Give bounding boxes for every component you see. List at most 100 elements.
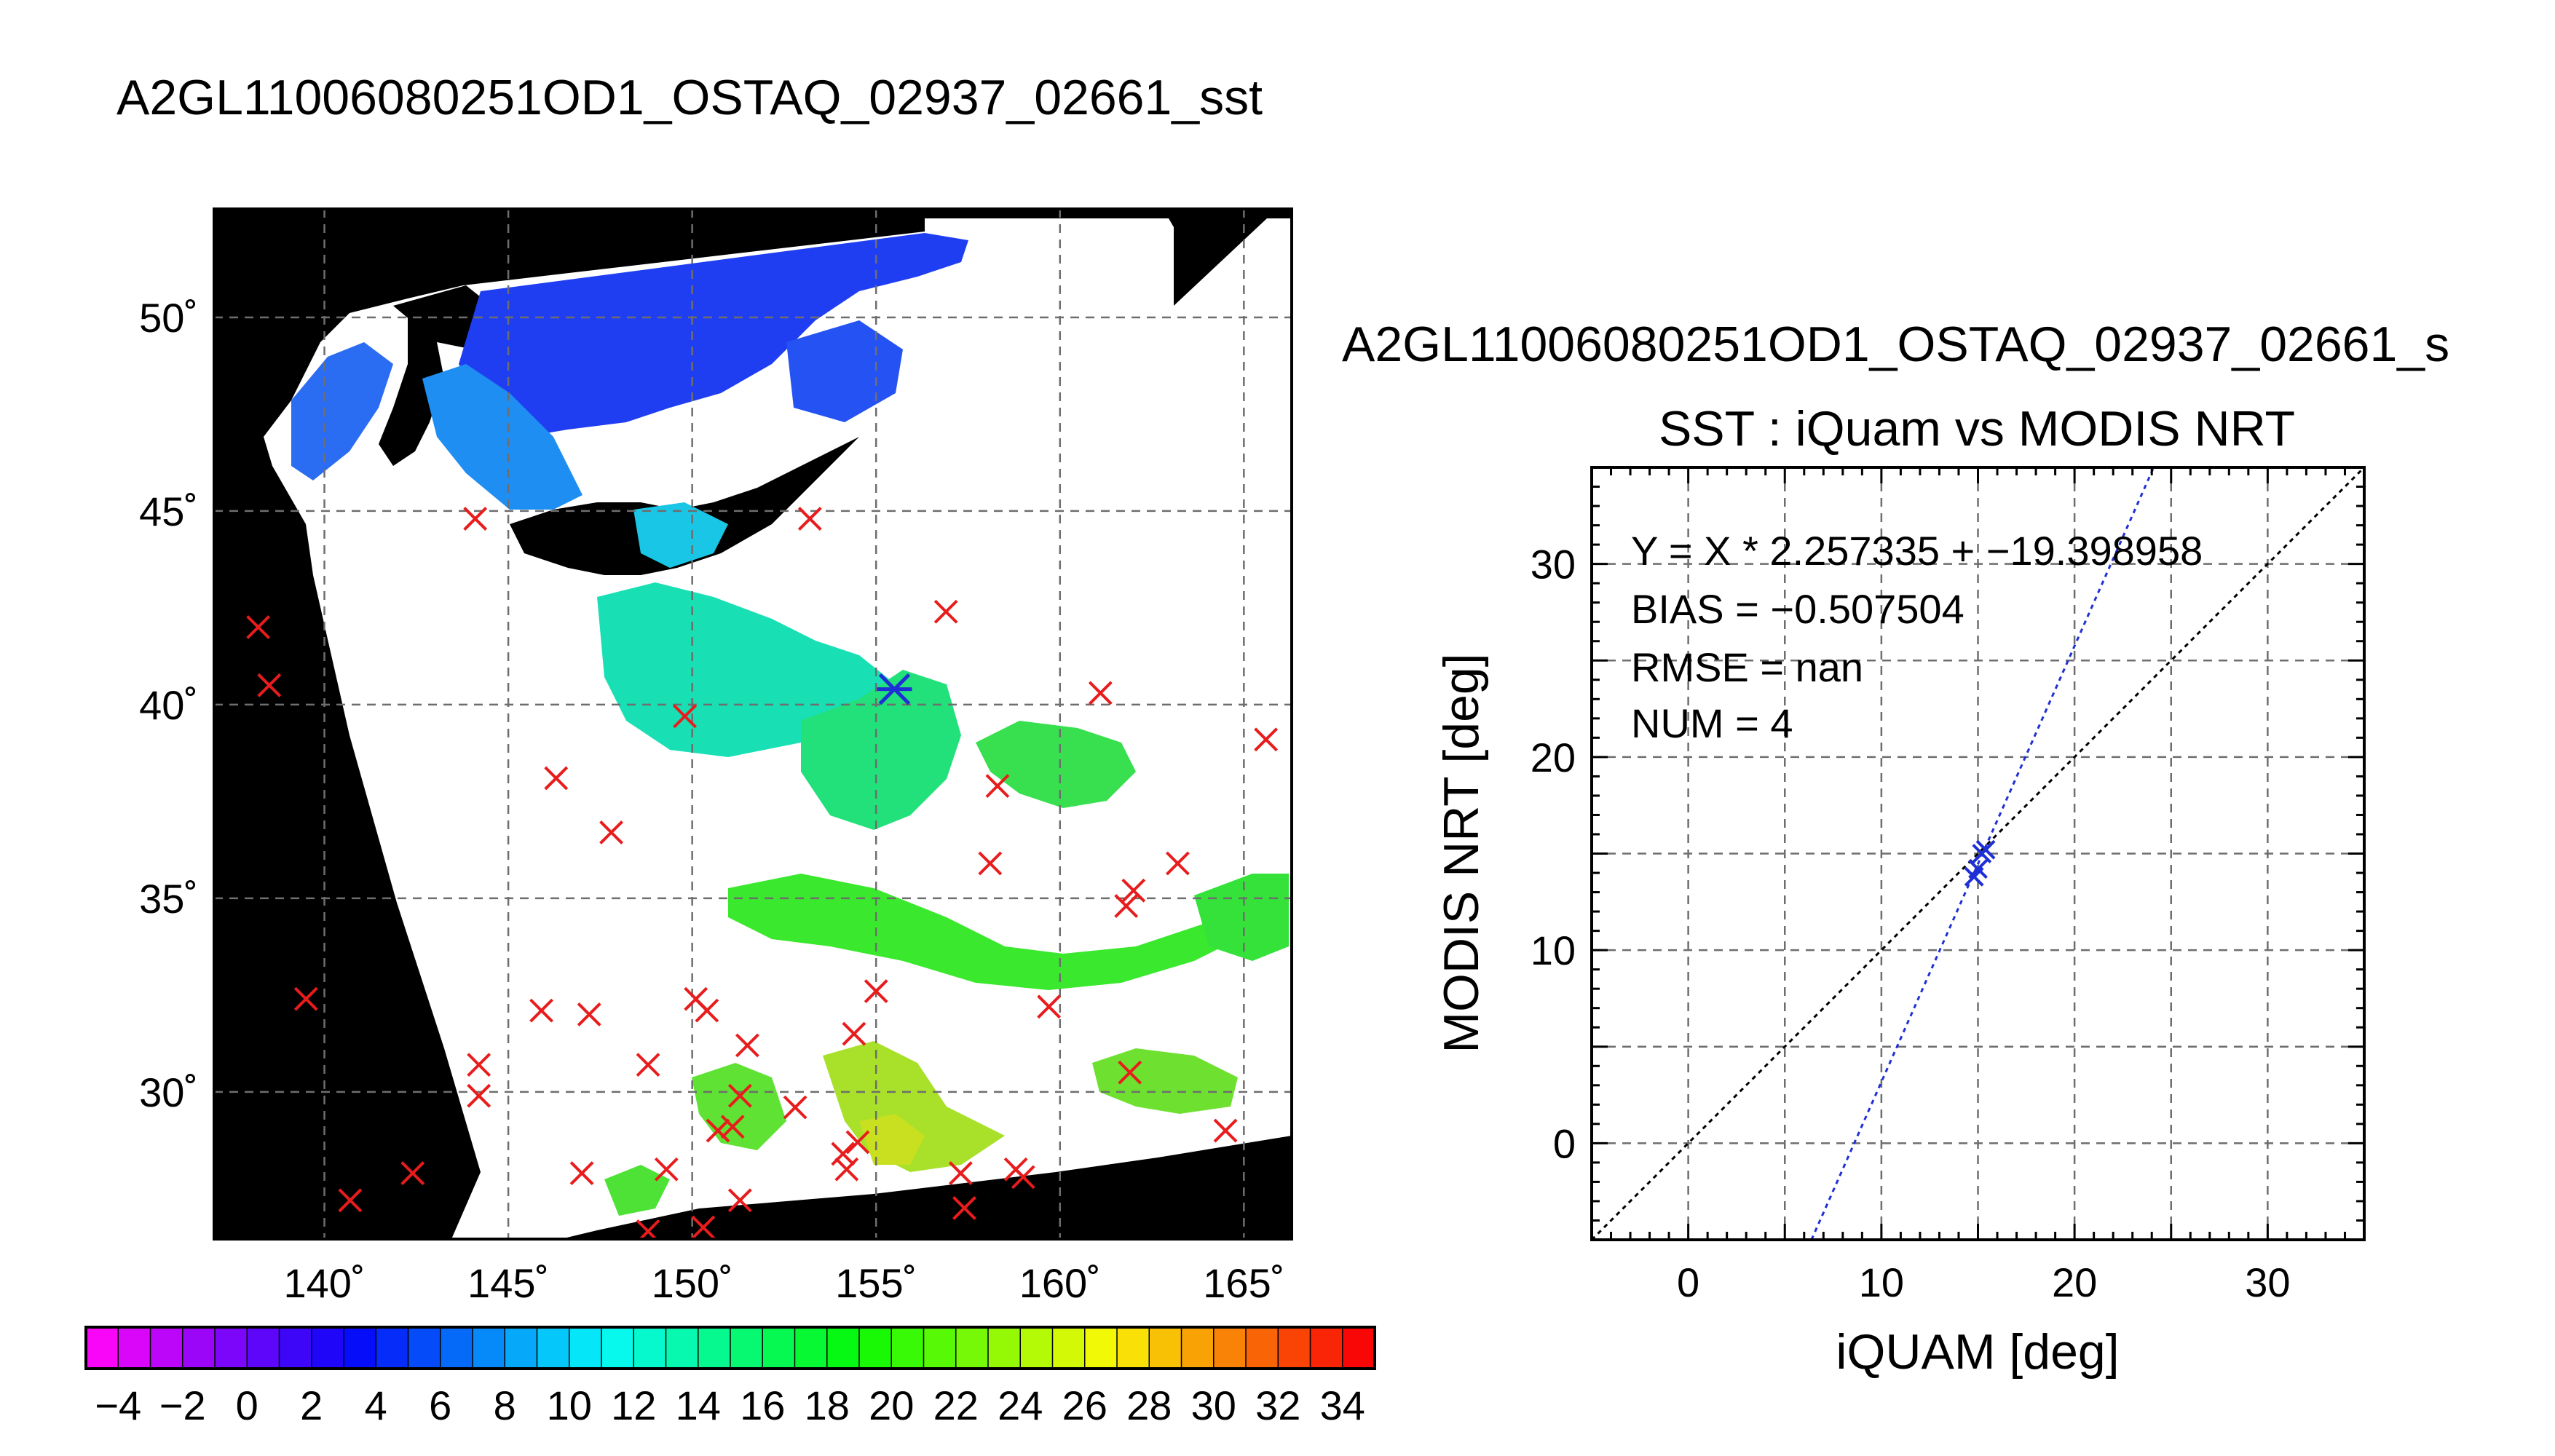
map-x-tick-label: 140˚ <box>283 1260 365 1306</box>
colorbar-swatch <box>1277 1326 1311 1369</box>
colorbar-swatch <box>698 1326 732 1369</box>
buoy-marker <box>463 507 488 531</box>
colorbar-swatch <box>1213 1326 1247 1369</box>
colorbar-swatch <box>730 1326 764 1369</box>
buoy-marker <box>400 1161 425 1185</box>
buoy-marker <box>727 1083 752 1108</box>
colorbar-tick-label: 22 <box>933 1382 979 1428</box>
colorbar-tick-label: 4 <box>365 1382 387 1428</box>
colorbar-tick-label: 18 <box>805 1382 850 1428</box>
buoy-marker <box>985 774 1010 799</box>
colorbar-swatch <box>826 1326 861 1369</box>
colorbar-swatch <box>311 1326 345 1369</box>
buoy-marker <box>569 1161 594 1185</box>
buoy-marker <box>952 1196 976 1220</box>
scatter-x-tick-label: 0 <box>1677 1259 1699 1305</box>
colorbar-swatch <box>472 1326 506 1369</box>
map-y-tick-label: 40˚ <box>139 682 198 728</box>
buoy-marker <box>691 1215 716 1239</box>
buoy-marker <box>636 1053 660 1077</box>
colorbar-swatch <box>569 1326 603 1369</box>
colorbar-frame <box>84 1326 1376 1370</box>
map-y-tick-label: 35˚ <box>139 876 198 922</box>
match-marker <box>877 673 912 705</box>
scatter-y-tick-labels: 0 10 20 30 <box>1531 542 1576 1167</box>
map-y-tick-label: 50˚ <box>139 295 198 341</box>
map-frame <box>213 207 1293 1241</box>
scatter-point <box>1968 859 1988 879</box>
buoy-marker <box>783 1095 807 1120</box>
colorbar-swatch <box>1084 1326 1118 1369</box>
buoy-marker <box>673 704 697 729</box>
scatter-x-tick-label: 10 <box>1859 1259 1904 1305</box>
colorbar-swatch <box>1116 1326 1150 1369</box>
buoy-marker <box>1118 1060 1142 1085</box>
colorbar-swatch <box>1245 1326 1279 1369</box>
colorbar-tick-label: 34 <box>1320 1382 1365 1428</box>
scatter-plot-area <box>1592 467 2364 1240</box>
buoy-marker <box>845 1130 870 1155</box>
buoy-marker <box>1121 878 1146 903</box>
annotation-bias: BIAS = −0.507504 <box>1631 586 1964 632</box>
map-x-tick-labels: 140˚ 145˚ 150˚ 155˚ 160˚ 165˚ <box>283 1260 1284 1306</box>
colorbar-swatch <box>955 1326 990 1369</box>
buoy-marker <box>695 998 719 1023</box>
map-x-tick-label: 165˚ <box>1203 1260 1284 1306</box>
colorbar-tick-label: 16 <box>740 1382 785 1428</box>
colorbar-swatch <box>601 1326 635 1369</box>
buoy-marker <box>1165 851 1190 876</box>
sst-patch-hokkaido-south <box>633 502 728 568</box>
map-buoy-markers <box>246 507 1279 1239</box>
scatter-y-tick-label: 0 <box>1553 1120 1576 1166</box>
identity-line <box>1592 467 2364 1240</box>
buoy-marker <box>735 1033 759 1058</box>
scatter-point <box>1975 839 1996 860</box>
colorbar-swatch <box>665 1326 699 1369</box>
sst-patch-east <box>976 721 1136 808</box>
buoy-marker <box>831 1142 856 1166</box>
colorbar-swatch <box>278 1326 312 1369</box>
scatter-x-tick-label: 30 <box>2245 1259 2290 1305</box>
colorbar-swatch <box>214 1326 248 1369</box>
buoy-marker <box>599 820 623 844</box>
buoy-marker <box>720 1115 745 1139</box>
colorbar-tick-label: 32 <box>1255 1382 1300 1428</box>
colorbar-tick-labels: −4 −2 0 2 4 6 8 10 12 14 16 18 20 22 24 26 28 30 32 34 <box>95 1382 1365 1428</box>
sst-patch-cool-west <box>422 364 583 510</box>
colorbar-tick-label: 24 <box>998 1382 1043 1428</box>
colorbar-tick-label: 14 <box>676 1382 721 1428</box>
colorbar-swatch <box>407 1326 441 1369</box>
buoy-marker <box>834 1157 859 1182</box>
scatter-x-tick-label: 20 <box>2052 1259 2097 1305</box>
colorbar-swatch <box>117 1326 151 1369</box>
buoy-marker <box>1011 1165 1035 1190</box>
map-x-tick-label: 160˚ <box>1019 1260 1101 1306</box>
map-plot-area <box>214 209 1292 1239</box>
colorbar-swatch <box>891 1326 925 1369</box>
buoy-marker <box>1213 1118 1238 1143</box>
buoy-marker <box>293 986 318 1011</box>
colorbar-swatch <box>1148 1326 1182 1369</box>
annotation-rmse: RMSE = nan <box>1631 644 1863 690</box>
buoy-marker <box>257 673 282 697</box>
buoy-marker <box>948 1161 973 1185</box>
colorbar-tick-label: −2 <box>159 1382 206 1428</box>
buoy-marker <box>842 1021 866 1046</box>
colorbar-tick-label: 6 <box>429 1382 451 1428</box>
map-x-tick-label: 145˚ <box>467 1260 549 1306</box>
sst-patch-cold-east <box>786 320 903 422</box>
buoy-marker <box>797 507 822 531</box>
colorbar-tick-label: 0 <box>236 1382 258 1428</box>
buoy-marker <box>577 1002 601 1026</box>
colorbar-swatches <box>85 1326 1376 1369</box>
buoy-marker <box>706 1118 730 1143</box>
colorbar-swatch <box>858 1326 893 1369</box>
annotation-num: NUM = 4 <box>1631 700 1793 746</box>
colorbar-tick-label: 2 <box>300 1382 323 1428</box>
buoy-marker <box>933 599 958 624</box>
map-gridlines <box>214 209 1292 1239</box>
colorbar-tick-label: 8 <box>494 1382 516 1428</box>
scatter-y-tick-label: 30 <box>1531 542 1576 587</box>
